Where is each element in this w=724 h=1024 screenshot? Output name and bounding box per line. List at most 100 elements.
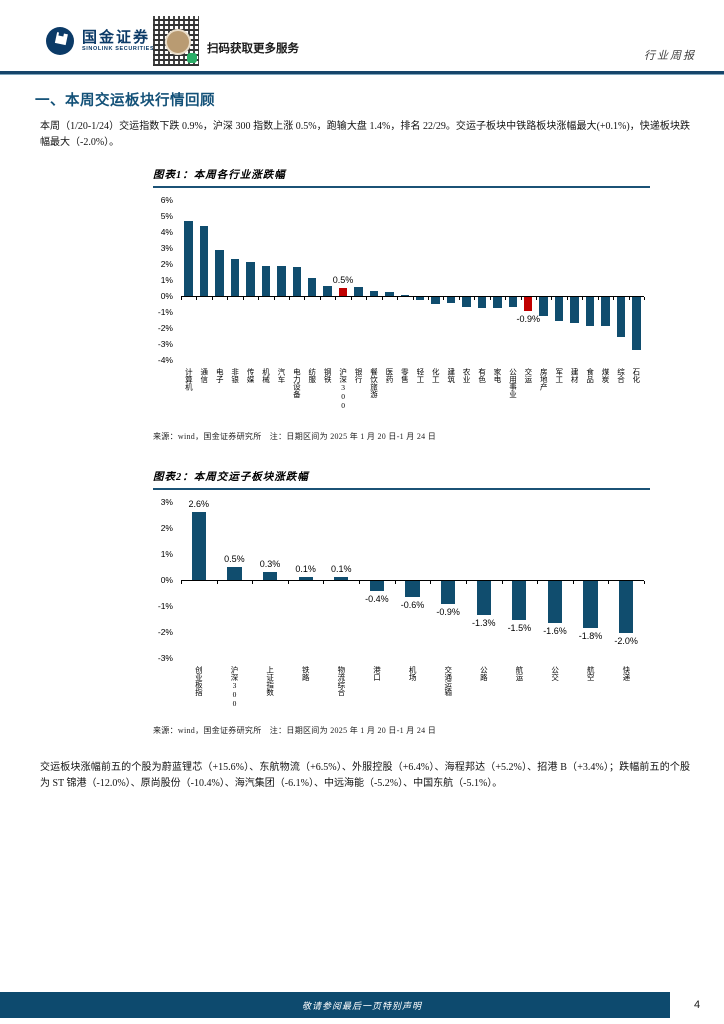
x-axis-label: 铁路 — [301, 666, 311, 681]
x-axis-label: 沪深300 — [230, 666, 240, 708]
page-number: 4 — [670, 992, 724, 1018]
y-axis-tick: -4% — [157, 355, 173, 365]
x-axis-label: 轻工 — [415, 368, 425, 383]
x-axis-tick — [535, 297, 537, 300]
bar-化工 — [431, 297, 440, 305]
bar-value-label: -1.6% — [543, 625, 567, 636]
x-axis-tick — [335, 297, 337, 300]
x-axis-tick — [216, 581, 218, 584]
footer-bar: 敬请参阅最后一页特别声明 4 — [0, 992, 724, 1018]
bar-餐饮旅游 — [369, 291, 379, 296]
x-axis-tick — [458, 297, 460, 300]
figure-1: 图表1：本周各行业涨跌幅 6% 5% 4% 3% 2% 1% 0% -1% -2% -3% -4% 计… — [153, 167, 650, 442]
y-axis-tick: 1% — [160, 275, 173, 285]
x-axis-label: 医药 — [384, 368, 394, 383]
figure-2-title: 图表2：本周交运子板块涨跌幅 — [153, 469, 650, 490]
bar-快递 — [619, 581, 634, 633]
x-axis-tick — [397, 297, 399, 300]
y-axis-tick: 3% — [160, 497, 173, 507]
brand-name-cn: 国金证券 — [82, 28, 151, 46]
x-axis-tick — [501, 581, 503, 584]
qr-code — [153, 16, 199, 66]
y-axis-tick: 2% — [160, 523, 173, 533]
figure-2: 图表2：本周交运子板块涨跌幅 3% 2% 1% 0% -1% -2% -3% 2.6% 创业板指… — [153, 469, 650, 736]
x-axis-tick — [252, 581, 254, 584]
x-axis-label: 机场 — [408, 666, 418, 681]
bar-轻工 — [415, 297, 425, 301]
y-axis-tick: -1% — [157, 601, 173, 611]
x-axis-label: 创业板指 — [194, 666, 204, 696]
x-axis-tick — [505, 297, 507, 300]
x-axis-tick — [537, 581, 539, 584]
brand-logo: 国金证券 SINOLINK SECURITIES — [45, 26, 154, 56]
y-axis-tick: 1% — [160, 549, 173, 559]
bar-计算机 — [184, 220, 193, 296]
y-axis-tick: 2% — [160, 259, 173, 269]
x-axis-label: 非银 — [230, 368, 240, 383]
bar-房地产 — [539, 297, 548, 317]
figure-1-source: 来源：wind，国金证券研究所 注：日期区间为 2025 年 1 月 20 日-… — [153, 432, 437, 441]
sinolink-logo-icon — [46, 27, 74, 55]
section-title: 一、本周交运板块行情回顾 — [35, 93, 215, 109]
bar-创业板指 — [191, 512, 206, 580]
x-axis-tick — [289, 297, 291, 300]
bar-零售 — [400, 295, 410, 297]
y-axis-tick: 4% — [160, 227, 173, 237]
x-axis-tick — [359, 581, 361, 584]
x-axis-label: 电力设备 — [292, 368, 302, 398]
bar-value-label: -0.9% — [516, 314, 540, 325]
y-axis-tick: -3% — [157, 339, 173, 349]
qr-caption: 扫码获取更多服务 — [207, 43, 299, 55]
x-axis-tick — [319, 297, 321, 300]
bar-纺服 — [307, 278, 317, 296]
bar-钢铁 — [323, 286, 332, 296]
bar-港口 — [369, 581, 384, 592]
y-axis-tick: 5% — [160, 211, 173, 221]
x-axis-tick — [597, 297, 599, 300]
x-axis-tick — [412, 297, 414, 300]
x-axis-label: 上证指数 — [265, 666, 275, 696]
x-axis-label: 建筑 — [446, 368, 456, 383]
bar-医药 — [385, 292, 394, 296]
x-axis-tick — [227, 297, 229, 300]
bar-value-label: -1.3% — [471, 617, 496, 628]
x-axis-tick — [613, 297, 615, 300]
bar-航空 — [583, 581, 598, 628]
x-axis-line — [181, 580, 644, 581]
y-axis-tick: -1% — [157, 307, 173, 317]
x-axis-tick — [430, 581, 432, 584]
x-axis-label: 航运 — [514, 666, 524, 681]
industry-change-bar-chart: 6% 5% 4% 3% 2% 1% 0% -1% -2% -3% -4% 计算机 通信 电子 非银 传媒 机械汽… — [153, 195, 650, 422]
x-axis-tick — [258, 297, 260, 300]
x-axis-tick — [608, 581, 610, 584]
x-axis-tick — [489, 297, 491, 300]
bar-传媒 — [246, 262, 255, 296]
x-axis-label: 沪深300 — [338, 368, 348, 410]
x-axis-label: 计算机 — [184, 368, 194, 391]
bar-value-label: -0.9% — [436, 607, 460, 618]
y-axis-tick: -2% — [157, 627, 173, 637]
y-axis-tick: 0% — [160, 291, 173, 301]
x-axis-label: 石化 — [631, 368, 641, 383]
bar-value-label: -2.0% — [614, 636, 638, 646]
x-axis-tick — [304, 297, 306, 300]
x-axis-tick — [582, 297, 584, 300]
x-axis-tick — [551, 297, 553, 300]
x-axis-tick — [181, 581, 182, 584]
brand-name-en: SINOLINK SECURITIES — [82, 46, 155, 53]
x-axis-tick — [181, 297, 182, 300]
x-axis-label: 建材 — [570, 368, 580, 383]
bar-航运 — [512, 581, 527, 620]
summary-paragraph: 本周（1/20-1/24）交运指数下跌 0.9%，沪深 300 指数上涨 0.5… — [40, 121, 690, 148]
bar-公路 — [476, 581, 491, 615]
x-axis-label: 餐饮旅游 — [369, 368, 379, 398]
bar-value-label: 0.5% — [332, 275, 354, 285]
bar-家电 — [493, 297, 502, 309]
bar-军工 — [554, 297, 564, 321]
bar-value-label: -1.8% — [578, 630, 603, 641]
bar-物流综合 — [334, 577, 349, 580]
footer-disclaimer: 敬请参阅最后一页特别声明 — [301, 1001, 422, 1011]
x-axis-label: 通信 — [199, 368, 209, 383]
bar-建材 — [570, 297, 579, 323]
x-axis-tick — [628, 297, 630, 300]
